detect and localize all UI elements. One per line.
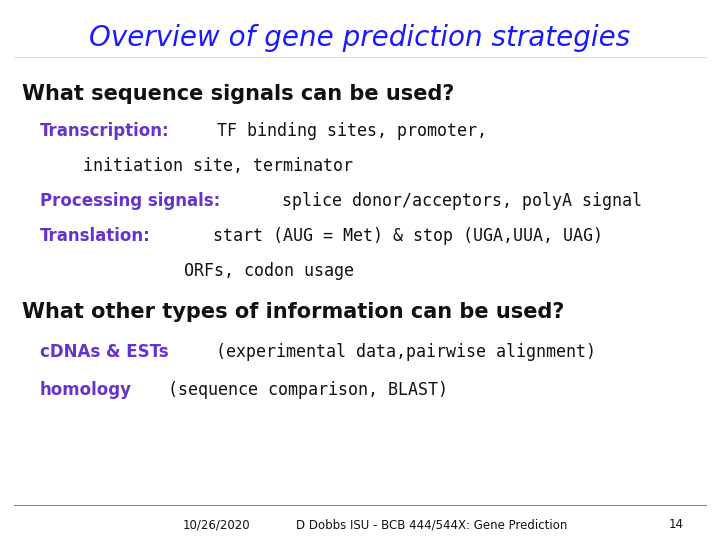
Text: initiation site, terminator: initiation site, terminator: [83, 157, 353, 174]
Text: 10/26/2020: 10/26/2020: [182, 518, 250, 531]
Text: D Dobbs ISU - BCB 444/544X: Gene Prediction: D Dobbs ISU - BCB 444/544X: Gene Predict…: [297, 518, 567, 531]
Text: start (AUG = Met) & stop (UGA,UUA, UAG): start (AUG = Met) & stop (UGA,UUA, UAG): [182, 227, 603, 245]
Text: TF binding sites, promoter,: TF binding sites, promoter,: [207, 122, 487, 139]
Text: What sequence signals can be used?: What sequence signals can be used?: [22, 84, 454, 104]
Text: What other types of information can be used?: What other types of information can be u…: [22, 302, 564, 322]
Text: homology: homology: [40, 381, 132, 399]
Text: Overview of gene prediction strategies: Overview of gene prediction strategies: [89, 24, 631, 52]
Text: splice donor/acceptors, polyA signal: splice donor/acceptors, polyA signal: [272, 192, 642, 210]
Text: (sequence comparison, BLAST): (sequence comparison, BLAST): [158, 381, 449, 399]
Text: cDNAs & ESTs: cDNAs & ESTs: [40, 343, 168, 361]
Text: Transcription:: Transcription:: [40, 122, 169, 139]
Text: Processing signals:: Processing signals:: [40, 192, 220, 210]
Text: Translation:: Translation:: [40, 227, 150, 245]
Text: ORFs, codon usage: ORFs, codon usage: [184, 262, 354, 280]
Text: 14: 14: [669, 518, 684, 531]
Text: (experimental data,pairwise alignment): (experimental data,pairwise alignment): [206, 343, 595, 361]
